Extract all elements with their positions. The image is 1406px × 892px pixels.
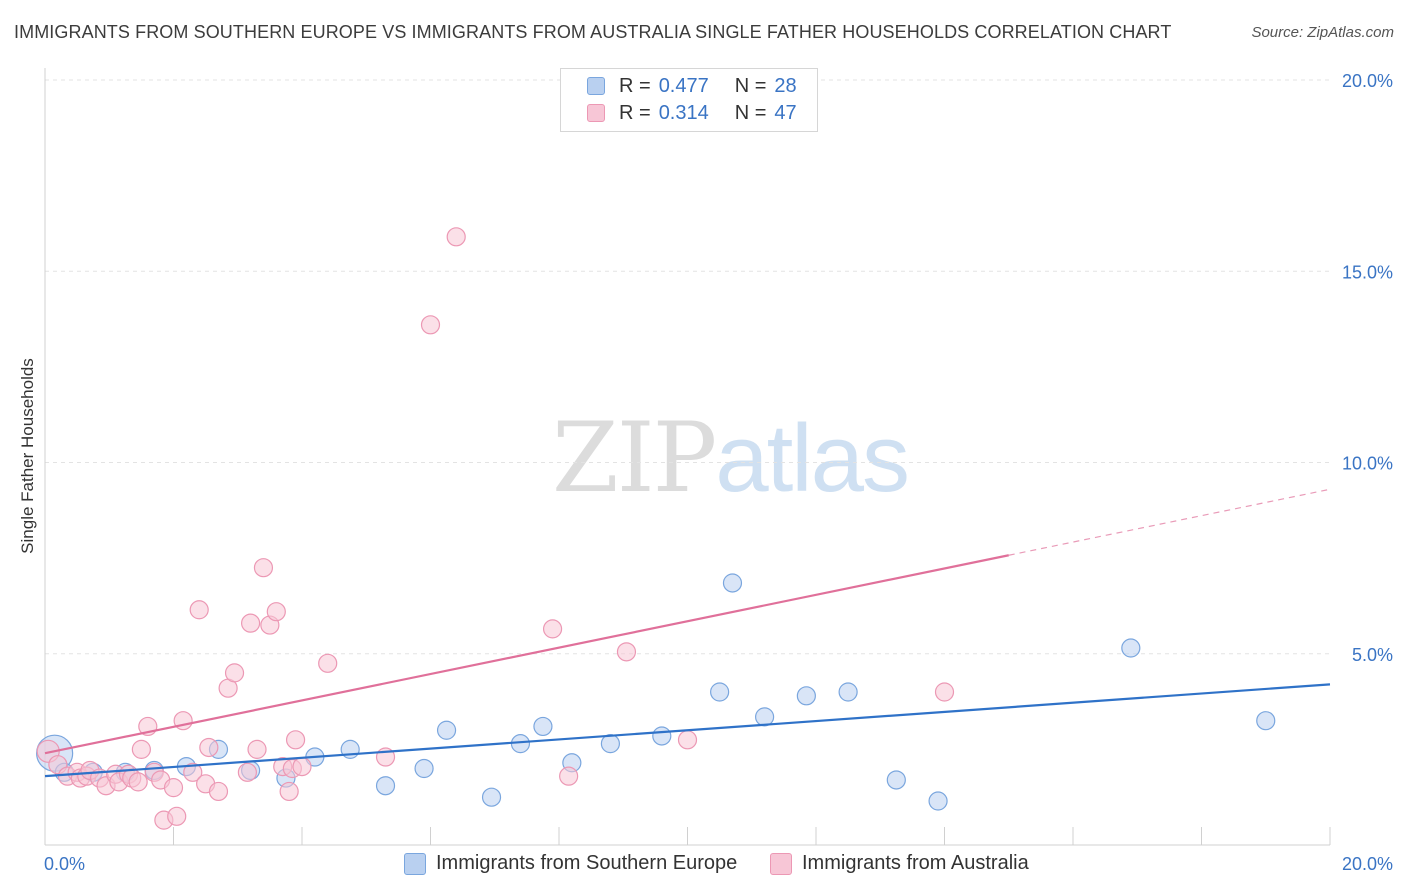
- source-label: Source: ZipAtlas.com: [1251, 24, 1394, 41]
- point-australia: [285, 730, 306, 750]
- legend-swatch-pink: [587, 104, 605, 122]
- point-southern-europe: [414, 758, 434, 779]
- point-southern-europe: [481, 787, 502, 807]
- point-australia: [241, 613, 261, 633]
- x-tick-label: 0.0%: [44, 854, 85, 874]
- legend-n-value: 28: [774, 74, 797, 97]
- point-southern-europe: [796, 686, 816, 706]
- legend-r-value: 0.314: [658, 101, 709, 124]
- point-southern-europe: [838, 682, 858, 702]
- point-southern-europe: [1121, 638, 1141, 658]
- y-tick-label: 10.0%: [1342, 454, 1393, 474]
- trendline-southern-europe: [44, 683, 1331, 778]
- watermark: ZIPatlas: [552, 402, 910, 514]
- watermark-zip: ZIP: [552, 402, 717, 514]
- point-australia: [183, 762, 203, 782]
- series-legend-southern-europe: Immigrants from Southern Europe: [404, 852, 737, 875]
- legend-swatch-blue: [587, 77, 605, 95]
- y-axis-label: Single Father Households: [18, 358, 37, 554]
- point-southern-europe: [1256, 711, 1276, 731]
- point-australia: [128, 772, 148, 792]
- series-name-australia: Immigrants from Australia: [802, 852, 1029, 874]
- point-southern-europe: [533, 716, 553, 737]
- y-tick-label: 20.0%: [1342, 71, 1393, 91]
- y-tick-label: 15.0%: [1342, 262, 1393, 282]
- point-australia: [131, 739, 151, 759]
- point-australia: [446, 227, 466, 247]
- y-tick-label: 5.0%: [1352, 645, 1393, 665]
- point-australia: [167, 806, 187, 826]
- stats-legend: R = 0.477 N = 28 R = 0.314 N = 47: [560, 68, 818, 132]
- legend-n-value: 47: [774, 101, 797, 124]
- point-australia: [677, 730, 698, 750]
- point-australia: [189, 600, 209, 620]
- point-australia: [224, 663, 245, 683]
- point-australia: [163, 778, 184, 798]
- point-southern-europe: [375, 776, 396, 796]
- legend-r-label: R =: [619, 101, 651, 124]
- series-name-southern-europe: Immigrants from Southern Europe: [436, 852, 738, 874]
- point-southern-europe: [600, 734, 621, 754]
- point-australia: [247, 739, 267, 759]
- trendline-australia-extension: [1008, 488, 1331, 556]
- point-australia: [542, 619, 563, 639]
- point-australia: [253, 558, 274, 578]
- point-australia: [934, 682, 955, 702]
- point-southern-europe: [436, 720, 457, 740]
- legend-row-australia: R = 0.314 N = 47: [587, 101, 797, 125]
- legend-n-label: N =: [734, 74, 767, 97]
- point-australia: [208, 781, 229, 802]
- point-australia: [279, 781, 299, 802]
- legend-n-label: N =: [734, 101, 767, 124]
- x-tick-label: 20.0%: [1342, 854, 1393, 874]
- watermark-atlas: atlas: [715, 405, 910, 512]
- point-australia: [616, 642, 637, 662]
- point-australia: [420, 315, 441, 335]
- point-australia: [318, 653, 338, 673]
- point-southern-europe: [722, 573, 743, 593]
- point-australia: [559, 766, 579, 786]
- point-australia: [292, 756, 312, 777]
- legend-r-label: R =: [619, 74, 651, 97]
- point-southern-europe: [710, 682, 730, 702]
- point-southern-europe: [652, 726, 672, 746]
- series-legend-australia: Immigrants from Australia: [770, 852, 1029, 875]
- point-southern-europe: [928, 791, 948, 811]
- chart-title: IMMIGRANTS FROM SOUTHERN EUROPE VS IMMIG…: [14, 22, 1172, 42]
- series-swatch-pink: [770, 852, 792, 875]
- point-australia: [266, 602, 286, 622]
- point-australia: [199, 737, 219, 758]
- legend-r-value: 0.477: [658, 74, 709, 97]
- trendline-australia: [44, 554, 1009, 755]
- point-southern-europe: [754, 707, 775, 727]
- series-swatch-blue: [404, 852, 426, 875]
- point-southern-europe: [886, 770, 906, 790]
- point-australia: [237, 762, 257, 782]
- legend-row-southern-europe: R = 0.477 N = 28: [587, 74, 797, 98]
